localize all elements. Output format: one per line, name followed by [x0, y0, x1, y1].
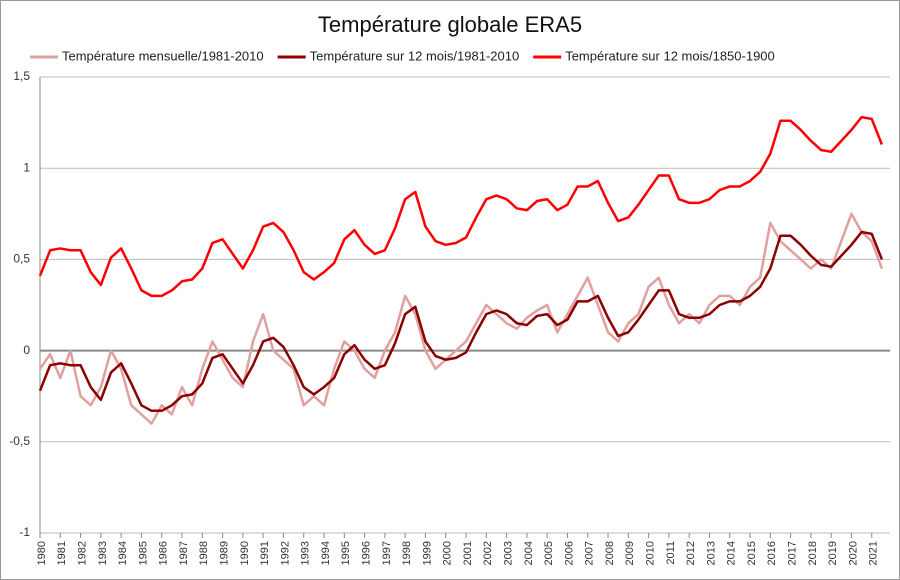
x-tick-label: 2005: [543, 541, 555, 565]
y-tick-label: -0,5: [9, 434, 30, 448]
y-tick-label: -1: [19, 525, 30, 539]
series-line: [38, 230, 884, 413]
x-tick-label: 2001: [462, 541, 474, 565]
x-tick-label: 2003: [502, 541, 514, 565]
y-tick-label: 0,5: [13, 252, 30, 266]
x-tick-label: 2002: [482, 541, 494, 565]
legend-label: Température mensuelle/1981-2010: [62, 48, 264, 63]
x-tick-label: 1998: [401, 541, 413, 565]
legend-label: Température sur 12 mois/1850-1900: [565, 48, 775, 63]
x-tick-label: 1993: [300, 541, 312, 565]
x-tick-label: 2004: [523, 541, 535, 565]
x-tick-label: 2010: [644, 541, 656, 565]
x-tick-label: 1995: [340, 541, 352, 565]
x-tick-label: 1996: [360, 541, 372, 565]
x-tick-label: 2007: [584, 541, 596, 565]
y-tick-label: 1: [23, 160, 30, 174]
x-tick-label: 1982: [76, 541, 88, 565]
y-tick-label: 1,5: [13, 69, 30, 83]
x-tick-label: 2012: [685, 541, 697, 565]
x-tick-label: 1981: [56, 541, 68, 565]
x-tick-label: 2013: [705, 541, 717, 565]
x-tick-label: 2018: [807, 541, 819, 565]
series-line: [38, 115, 884, 298]
x-tick-label: 2016: [766, 541, 778, 565]
y-tick-label: 0: [23, 343, 30, 357]
x-tick-label: 2021: [868, 541, 880, 565]
x-tick-label: 1990: [239, 541, 251, 565]
x-tick-label: 1987: [178, 541, 190, 565]
x-tick-label: 1986: [158, 541, 170, 565]
x-tick-label: 1980: [36, 541, 48, 565]
x-tick-label: 1983: [97, 541, 109, 565]
x-tick-label: 2000: [442, 541, 454, 565]
series-line: [38, 212, 884, 425]
x-tick-label: 2009: [624, 541, 636, 565]
chart-title: Température globale ERA5: [318, 12, 582, 37]
x-tick-label: 1992: [279, 541, 291, 565]
legend-label: Température sur 12 mois/1981-2010: [310, 48, 520, 63]
x-tick-label: 2020: [847, 541, 859, 565]
x-tick-label: 2017: [787, 541, 799, 565]
x-tick-label: 1988: [198, 541, 210, 565]
x-tick-label: 1989: [218, 541, 230, 565]
x-tick-label: 1999: [421, 541, 433, 565]
x-tick-label: 1997: [381, 541, 393, 565]
x-tick-label: 2006: [563, 541, 575, 565]
x-tick-label: 2011: [665, 541, 677, 565]
x-tick-label: 1994: [320, 541, 332, 565]
x-tick-label: 1985: [137, 541, 149, 565]
x-tick-label: 2015: [746, 541, 758, 565]
x-tick-label: 2019: [827, 541, 839, 565]
x-tick-label: 2008: [604, 541, 616, 565]
x-tick-label: 1991: [259, 541, 271, 565]
x-tick-label: 2014: [726, 541, 738, 565]
x-tick-label: 1984: [117, 541, 129, 565]
